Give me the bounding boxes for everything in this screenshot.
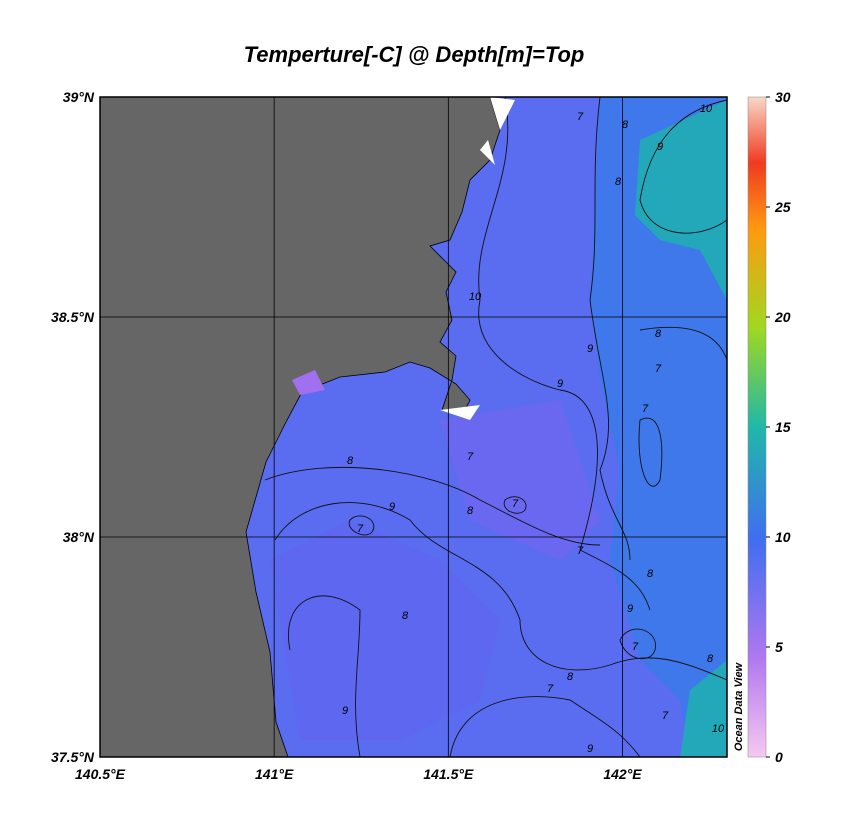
map-title: Temperture[-C] @ Depth[m]=Top <box>244 42 585 67</box>
contour-label: 8 <box>615 176 622 188</box>
colorbar-tick-label: 15 <box>775 419 791 435</box>
contour-label: 10 <box>712 723 725 735</box>
contour-label: 10 <box>700 103 713 115</box>
contour-label: 8 <box>402 610 409 622</box>
frame <box>99 96 728 758</box>
warm-zone <box>590 97 727 757</box>
contour-label: 9 <box>389 501 395 513</box>
contour-labels: 10 8 9 8 7 10 8 9 7 9 7 7 8 9 7 8 7 7 8 8 8 7 9 7 8 9 7 9 10 <box>342 103 725 755</box>
contour-label: 7 <box>642 403 649 415</box>
contour-label: 9 <box>587 343 593 355</box>
contour-label: 7 <box>577 545 584 557</box>
contour-label: 9 <box>557 378 563 390</box>
contour-label: 7 <box>632 641 639 653</box>
contour-label: 8 <box>467 505 474 517</box>
contour-label: 8 <box>622 119 629 131</box>
contour-label: 7 <box>662 710 669 722</box>
colorbar-tick-label: 10 <box>775 529 791 545</box>
contour-label: 10 <box>469 291 482 303</box>
colorbar-tick-label: 30 <box>775 89 791 105</box>
contour-label: 8 <box>347 455 354 467</box>
contour-label: 7 <box>655 363 662 375</box>
water-shade <box>440 400 600 560</box>
contour-label: 8 <box>655 328 662 340</box>
contour-label: 9 <box>657 141 663 153</box>
colorbar-tick-label: 20 <box>774 309 791 325</box>
colorbar-tick-label: 0 <box>775 749 783 765</box>
contour-label: 7 <box>547 683 554 695</box>
contour-label: 7 <box>512 498 519 510</box>
contour-label: 9 <box>627 603 633 615</box>
y-tick-label: 39°N <box>63 89 95 105</box>
bay <box>292 370 325 395</box>
teal-patch <box>680 660 727 757</box>
water-shade <box>270 520 500 740</box>
colorbar <box>747 96 767 758</box>
contour-label: 9 <box>587 743 593 755</box>
x-tick-label: 141.5°E <box>423 766 474 782</box>
y-tick-label: 37.5°N <box>51 749 95 765</box>
y-tick-label: 38°N <box>63 529 95 545</box>
colorbar-label: Ocean Data View <box>733 661 745 751</box>
contour-label: 8 <box>647 568 654 580</box>
contour-label: 7 <box>467 451 474 463</box>
teal-patch <box>635 100 727 300</box>
contour-label: 7 <box>577 111 584 123</box>
y-tick-label: 38.5°N <box>51 309 95 325</box>
contour-label: 7 <box>357 523 364 535</box>
x-tick-label: 141°E <box>255 766 294 782</box>
contour-label: 8 <box>567 671 574 683</box>
colorbar-tick-label: 5 <box>775 639 783 655</box>
map-area <box>100 97 727 757</box>
x-tick-label: 142°E <box>603 766 642 782</box>
contour-label: 8 <box>707 653 714 665</box>
contours <box>264 97 727 757</box>
x-tick-label: 140.5°E <box>75 766 126 782</box>
colorbar-tick-label: 25 <box>774 199 791 215</box>
contour-label: 9 <box>342 705 348 717</box>
